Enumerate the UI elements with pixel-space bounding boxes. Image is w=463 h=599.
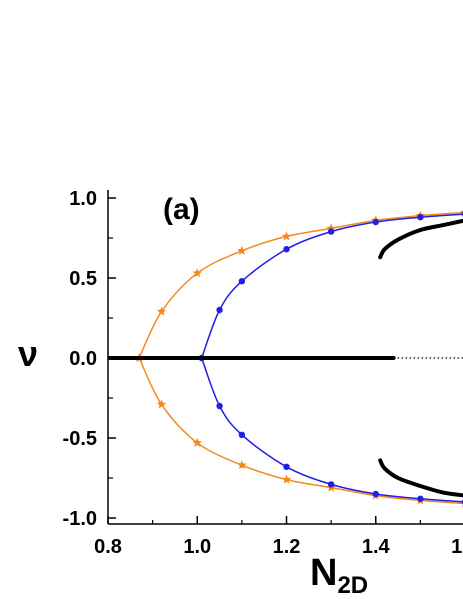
data-point <box>417 214 424 221</box>
data-point <box>238 431 246 438</box>
panel-label: (a) <box>163 193 200 226</box>
data-point <box>237 460 247 470</box>
series-6 <box>378 218 463 260</box>
data-point <box>281 231 292 241</box>
data-point <box>216 402 223 410</box>
x-axis-title-main: N <box>310 552 337 594</box>
series-line <box>138 211 463 359</box>
y-tick-label: -0.5 <box>63 428 97 450</box>
data-point <box>326 223 336 233</box>
x-tick-label: 1.4 <box>362 536 391 558</box>
series-7 <box>378 458 463 498</box>
data-point <box>417 495 424 502</box>
series-line <box>378 218 463 260</box>
x-axis-title-sub: 2D <box>337 572 368 599</box>
data-point <box>156 306 167 316</box>
data-point <box>460 210 463 217</box>
series-layer <box>108 210 463 508</box>
data-point <box>327 481 335 488</box>
ticks <box>107 197 421 524</box>
series-line <box>378 458 463 498</box>
y-tick-label: -1.0 <box>63 508 97 530</box>
data-point <box>237 245 247 255</box>
data-point <box>281 474 292 484</box>
data-point <box>156 399 167 409</box>
series-2 <box>198 211 463 362</box>
x-tick-label: 1.0 <box>183 536 211 558</box>
x-tick-label: 1.6 <box>451 536 463 558</box>
data-point <box>372 218 379 226</box>
series-line <box>201 213 463 359</box>
series-line <box>138 357 463 505</box>
data-point <box>216 306 223 314</box>
data-point <box>192 268 203 278</box>
data-point <box>238 278 246 285</box>
y-axis-title: ν <box>18 333 38 374</box>
data-point <box>327 228 335 235</box>
data-point <box>192 437 203 447</box>
series-line <box>201 357 463 503</box>
y-tick-label: 0.5 <box>69 268 97 290</box>
x-tick-label: 0.8 <box>94 536 122 558</box>
y-tick-label: 0.0 <box>69 348 97 370</box>
x-axis-title: N2D <box>310 552 368 599</box>
data-point <box>372 490 379 498</box>
x-tick-label: 1.2 <box>273 536 301 558</box>
data-point <box>283 246 290 253</box>
series-3 <box>198 354 463 505</box>
tick-labels: 0.8 1.0 1.2 1.4 1.6 1.0 0.5 0.0 -0.5 -1.0 <box>63 188 463 558</box>
data-point <box>283 463 290 470</box>
y-tick-label: 1.0 <box>69 188 97 210</box>
